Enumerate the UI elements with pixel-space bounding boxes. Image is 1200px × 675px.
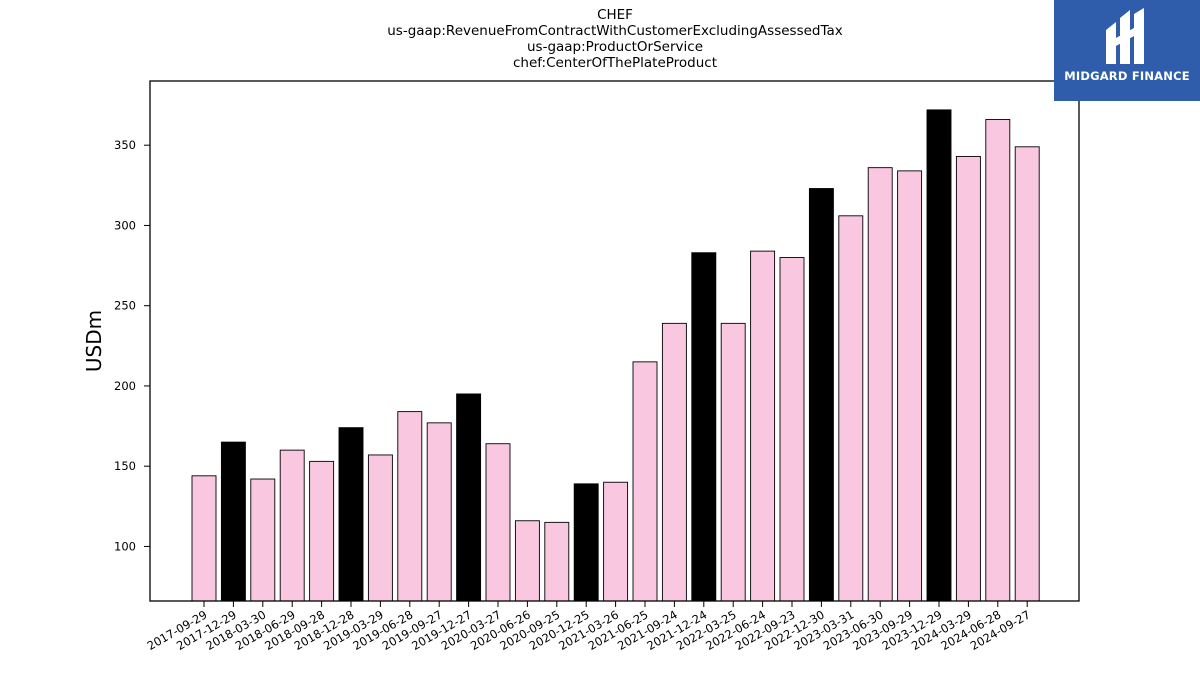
bar-2023-09-29 — [897, 170, 923, 602]
logo-mark-icon — [1106, 8, 1144, 64]
bar-2020-03-27 — [485, 443, 511, 602]
y-tick-label: 350 — [114, 138, 136, 152]
bar-2019-03-29 — [367, 454, 393, 602]
bar-2017-09-29 — [191, 475, 217, 602]
bar-2018-09-28 — [309, 460, 335, 602]
bar-2021-09-24 — [661, 322, 687, 602]
bar-2023-03-31 — [838, 215, 864, 602]
logo-text: MIDGARD FINANCE — [1064, 69, 1190, 83]
y-axis-label: USDm — [82, 310, 106, 372]
title-line-ticker: CHEF — [597, 7, 633, 23]
y-tick-label: 250 — [114, 299, 136, 313]
bar-2022-12-30 — [808, 188, 834, 602]
y-axis: 100 150 200 250 300 350 — [114, 138, 150, 553]
bar-2024-06-28 — [985, 119, 1011, 602]
bar-2023-12-29 — [926, 109, 952, 602]
bar-2017-12-29 — [220, 441, 246, 602]
title-line-concept: us-gaap:RevenueFromContractWithCustomerE… — [387, 23, 843, 39]
bar-2018-03-30 — [250, 478, 276, 602]
bar-2021-12-24 — [691, 252, 717, 602]
plot-frame — [149, 80, 1080, 602]
bar-2020-12-25 — [573, 483, 599, 602]
title-line-member: chef:CenterOfThePlateProduct — [512, 55, 718, 71]
bar-2022-06-24 — [750, 250, 776, 602]
bar-2022-03-25 — [720, 322, 746, 602]
brand-logo: MIDGARD FINANCE — [1054, 0, 1200, 101]
y-tick-label: 200 — [114, 379, 136, 393]
chart-title: CHEF us-gaap:RevenueFromContractWithCust… — [0, 7, 1200, 71]
bar-2022-09-23 — [779, 257, 805, 602]
bar-2018-12-28 — [338, 427, 364, 602]
bar-2019-06-28 — [397, 411, 423, 602]
bar-2018-06-29 — [279, 449, 305, 602]
bar-2021-06-25 — [632, 361, 658, 602]
y-tick-label: 100 — [114, 539, 136, 553]
bar-2019-12-27 — [456, 393, 482, 602]
bar-2021-03-26 — [603, 481, 629, 602]
y-tick-label: 150 — [114, 459, 136, 473]
bars-group — [191, 109, 1040, 602]
title-line-axis: us-gaap:ProductOrService — [526, 39, 704, 55]
y-tick-label: 300 — [114, 218, 136, 232]
bar-2020-09-25 — [544, 521, 570, 602]
bar-2020-06-26 — [514, 520, 540, 602]
bar-2024-03-29 — [955, 155, 981, 602]
bar-2019-09-27 — [426, 422, 452, 602]
x-axis: 2017-09-292017-12-292018-03-302018-06-29… — [145, 601, 1033, 653]
bar-2024-09-27 — [1014, 146, 1040, 602]
bar-2023-06-30 — [867, 167, 893, 602]
